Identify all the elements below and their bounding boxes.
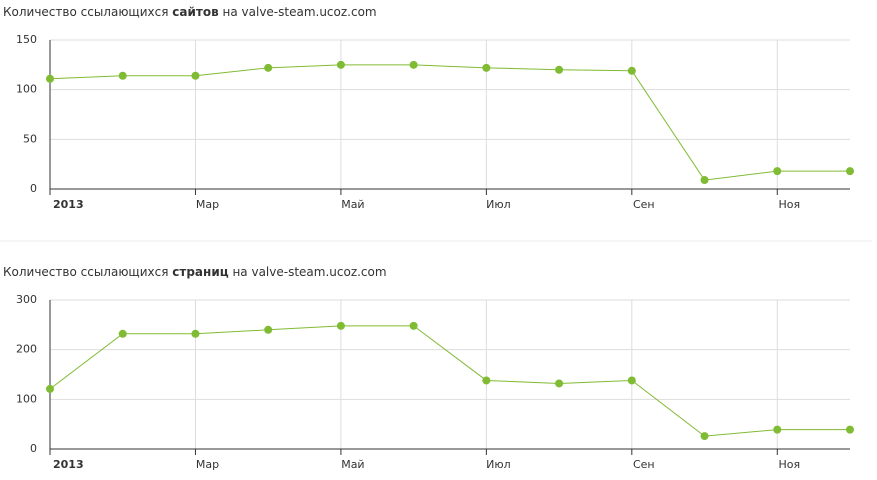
title-suffix: на valve-steam.ucoz.com: [223, 5, 377, 19]
point: [627, 376, 636, 385]
point: [773, 167, 782, 176]
x-tick-label: Май: [341, 198, 364, 211]
point: [46, 384, 54, 393]
point: [46, 74, 54, 83]
y-tick-label: 100: [16, 83, 37, 96]
x-tick-label: Ноя: [778, 198, 800, 211]
x-tick-label: 2013: [53, 458, 84, 471]
point: [336, 60, 345, 69]
point: [409, 321, 418, 330]
x-tick-label: Май: [341, 458, 364, 471]
point: [555, 379, 564, 388]
point: [118, 329, 127, 338]
point: [627, 66, 636, 75]
x-tick-label: 2013: [53, 198, 84, 211]
point: [118, 71, 127, 80]
point: [482, 63, 491, 72]
x-tick-label: Мар: [196, 198, 219, 211]
point: [700, 176, 709, 185]
x-tick-label: Сен: [633, 458, 655, 471]
y-tick-label: 200: [16, 343, 37, 356]
point: [555, 65, 564, 74]
y-tick-label: 0: [30, 182, 37, 195]
x-tick-label: Сен: [633, 198, 655, 211]
point: [191, 71, 200, 80]
x-tick-label: Ноя: [778, 458, 800, 471]
title-prefix: Количество ссылающихся: [3, 265, 168, 279]
point: [846, 425, 854, 434]
point: [700, 432, 709, 441]
y-tick-label: 50: [23, 132, 37, 145]
x-tick-label: Июл: [486, 198, 511, 211]
y-tick-label: 300: [16, 293, 37, 306]
point: [264, 325, 273, 334]
point: [191, 329, 200, 338]
point: [264, 63, 273, 72]
title-prefix: Количество ссылающихся: [3, 5, 168, 19]
y-tick-label: 150: [16, 33, 37, 46]
point: [482, 376, 491, 385]
title-suffix: на valve-steam.ucoz.com: [232, 265, 386, 279]
title-bold: страниц: [172, 265, 228, 279]
line: [49, 325, 850, 437]
point: [846, 167, 854, 176]
point: [336, 321, 345, 330]
point: [773, 425, 782, 434]
title-bold: сайтов: [172, 5, 219, 19]
y-tick-label: 0: [30, 442, 37, 455]
point: [409, 60, 418, 69]
chart-title: Количество ссылающихся страниц на valve-…: [3, 265, 387, 279]
x-tick-label: Июл: [486, 458, 511, 471]
y-tick-label: 100: [16, 392, 37, 405]
line: [49, 64, 850, 181]
chart-title: Количество ссылающихся сайтов на valve-s…: [3, 5, 377, 19]
x-tick-label: Мар: [196, 458, 219, 471]
